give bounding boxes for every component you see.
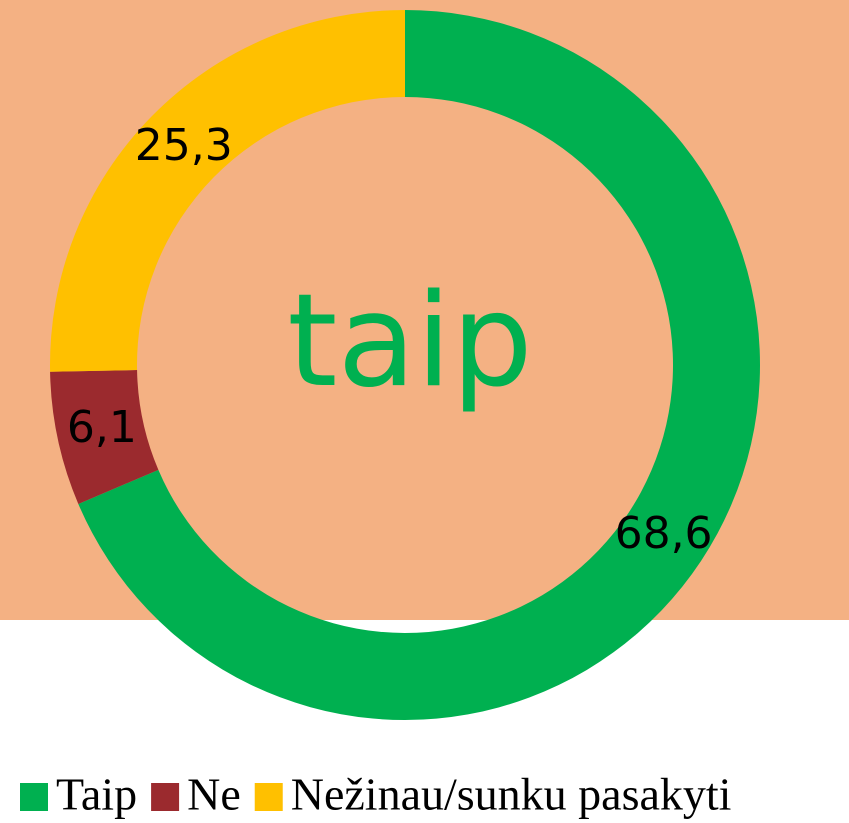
legend: Taip Ne Nežinau/sunku pasakyti	[20, 769, 731, 820]
donut-slice	[50, 370, 159, 504]
donut-slice	[50, 10, 405, 372]
legend-swatch	[20, 783, 48, 811]
center-annotation: taip	[287, 267, 532, 416]
data-label: 6,1	[67, 402, 137, 453]
legend-label: Taip	[56, 769, 137, 820]
legend-label: Nežinau/sunku pasakyti	[291, 769, 732, 820]
data-labels: 68,6 6,1 25,3	[67, 120, 713, 559]
legend-label: Ne	[187, 769, 241, 820]
data-label: 68,6	[615, 508, 713, 559]
legend-swatch	[254, 783, 283, 811]
donut	[50, 10, 761, 720]
data-label: 25,3	[135, 120, 233, 171]
legend-swatch	[151, 783, 180, 811]
